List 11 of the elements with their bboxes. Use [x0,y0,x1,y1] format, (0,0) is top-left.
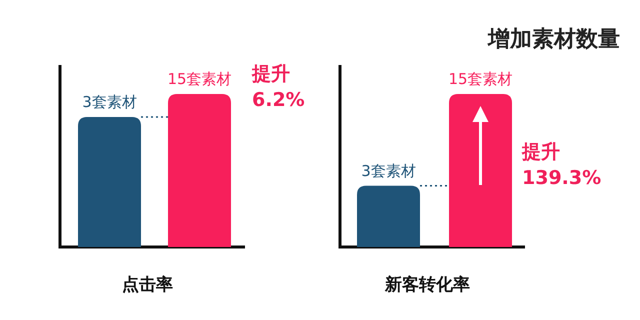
text: 6.2% [252,89,305,111]
x-tick-label: 3套素材 [82,92,137,111]
x-axis-title: 点击率 [122,275,173,295]
x-tick-label: 3套素材 [361,162,416,180]
x-tick-label: 15套素材 [167,70,232,88]
x-axis-title: 新客转化率 [384,275,470,295]
x-tick-label: 15套素材 [448,70,513,88]
text: 提升 [251,63,290,85]
annotation: 提升 [521,141,560,163]
chart-title: 增加素材数量 [487,27,620,52]
annotation: 139.3% [522,167,602,189]
